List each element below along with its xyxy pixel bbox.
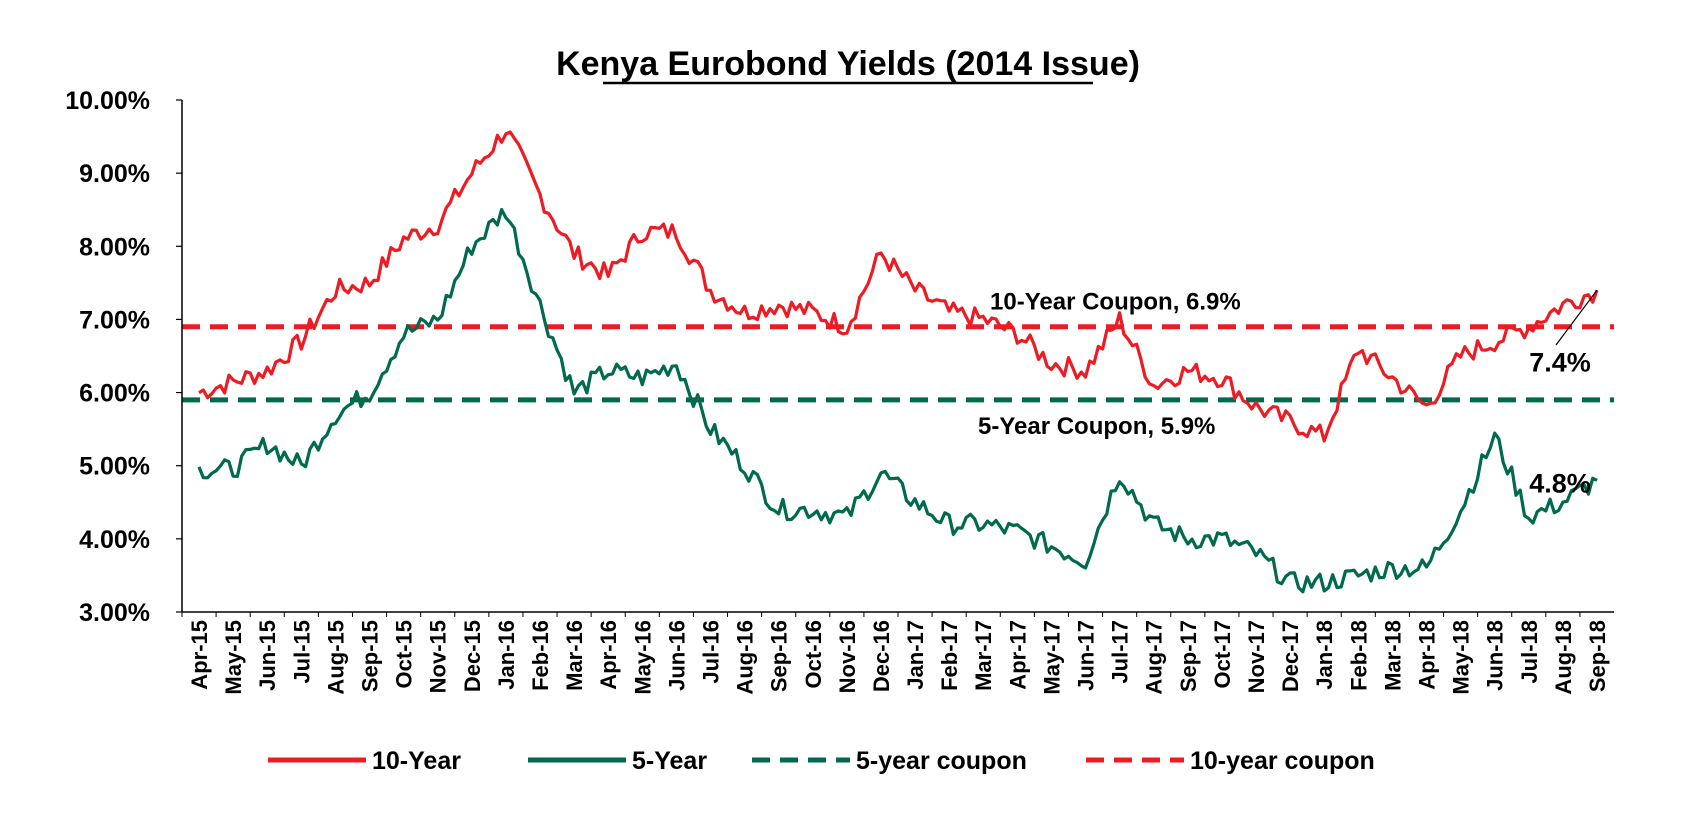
x-axis-ticks: Apr-15 May-15 Jun-15 Jul-15 Aug-15 Sep-15 Oct-… <box>181 612 1610 695</box>
x-tick-label: Feb-17 <box>937 620 962 691</box>
x-tick-label: Apr-15 <box>187 620 212 690</box>
x-tick-label: Feb-16 <box>528 620 553 691</box>
x-tick-label: Nov-17 <box>1244 620 1269 693</box>
y-tick-label: 9.00% <box>79 160 150 188</box>
x-tick-label: Oct-15 <box>392 620 417 688</box>
5-year-series-line <box>197 208 1598 594</box>
x-tick-label: Aug-18 <box>1551 620 1576 695</box>
x-tick-label: Aug-16 <box>733 620 758 695</box>
x-tick-label: May-15 <box>221 620 246 695</box>
x-tick-label: Jun-15 <box>255 620 280 691</box>
coupon-lines <box>182 324 1614 403</box>
x-tick-label: Sep-16 <box>767 620 792 692</box>
x-tick-label: Mar-18 <box>1380 620 1405 691</box>
chart-legend: 10-Year 5-Year 5-year coupon 10-year coupon <box>268 747 1375 775</box>
legend-label: 5-Year <box>632 747 707 775</box>
series-lines <box>197 130 1599 594</box>
x-tick-label: Sep-15 <box>358 620 383 692</box>
x-tick-label: Jan-16 <box>494 620 519 690</box>
x-tick-label: Jun-16 <box>664 620 689 691</box>
x-tick-label: Jul-15 <box>289 620 314 684</box>
x-tick-label: Jul-17 <box>1108 620 1133 684</box>
x-tick-label: Oct-17 <box>1210 620 1235 688</box>
chart-title: Kenya Eurobond Yields (2014 Issue) <box>556 45 1140 83</box>
y-tick-label: 5.00% <box>79 453 150 481</box>
x-tick-label: Dec-17 <box>1278 620 1303 692</box>
x-tick-label: Jan-17 <box>903 620 928 690</box>
x-tick-label: Nov-15 <box>426 620 451 693</box>
legend-label: 10-year coupon <box>1190 747 1375 775</box>
x-tick-label: Apr-18 <box>1414 620 1439 690</box>
x-tick-label: Jul-18 <box>1517 620 1542 684</box>
legend-label: 10-Year <box>372 747 461 775</box>
x-tick-label: Apr-16 <box>596 620 621 690</box>
ten-year-last-value-label: 7.4% <box>1529 348 1591 378</box>
x-tick-label: Sep-18 <box>1585 620 1610 692</box>
x-tick-label: Sep-17 <box>1176 620 1201 692</box>
x-tick-label: Apr-17 <box>1005 620 1030 690</box>
x-tick-label: May-18 <box>1449 620 1474 695</box>
x-tick-label: Jul-16 <box>698 620 723 684</box>
x-tick-label: Mar-17 <box>971 620 996 691</box>
legend-label: 5-year coupon <box>856 747 1027 775</box>
five-year-last-value-label: 4.8% <box>1529 468 1591 498</box>
x-tick-label: Aug-15 <box>323 620 348 695</box>
y-tick-label: 7.00% <box>79 306 150 334</box>
x-tick-label: Jan-18 <box>1312 620 1337 690</box>
x-tick-label: Jun-18 <box>1483 620 1508 691</box>
x-tick-label: Feb-18 <box>1346 620 1371 691</box>
10-year-series-line <box>198 130 1599 443</box>
x-tick-label: Dec-16 <box>869 620 894 692</box>
ten-year-coupon-annotation: 10-Year Coupon, 6.9% <box>990 288 1241 315</box>
x-tick-label: May-16 <box>630 620 655 695</box>
x-tick-label: Jun-17 <box>1074 620 1099 691</box>
y-tick-label: 6.00% <box>79 380 150 408</box>
x-tick-label: Mar-16 <box>562 620 587 691</box>
five-year-coupon-annotation: 5-Year Coupon, 5.9% <box>978 413 1215 440</box>
ten-year-label-leader <box>1555 289 1598 346</box>
y-tick-label: 3.00% <box>79 599 150 627</box>
x-tick-label: Oct-16 <box>801 620 826 688</box>
y-tick-label: 4.00% <box>79 526 150 554</box>
y-tick-label: 8.00% <box>79 233 150 261</box>
x-tick-label: Aug-17 <box>1142 620 1167 695</box>
y-axis-ticks: 3.00% 4.00% 5.00% 6.00% 7.00% 8.00% 9.00% 10.00… <box>65 87 182 627</box>
y-tick-label: 10.00% <box>65 87 150 115</box>
x-tick-label: Nov-16 <box>835 620 860 693</box>
x-tick-label: May-17 <box>1039 620 1064 695</box>
x-tick-label: Dec-15 <box>460 620 485 692</box>
